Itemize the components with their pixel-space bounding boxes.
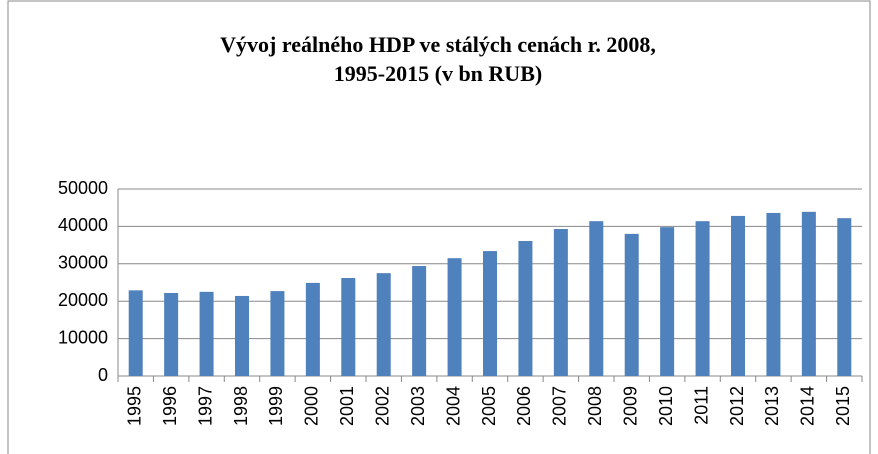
x-tick-label: 1995 (124, 386, 144, 426)
y-tick-label: 20000 (58, 290, 108, 310)
x-tick-label: 2015 (833, 386, 853, 426)
bar (376, 273, 391, 376)
bar (837, 218, 852, 376)
x-tick-label: 1997 (195, 386, 215, 426)
bar (270, 291, 285, 376)
bar (589, 221, 604, 376)
bar (801, 211, 816, 376)
x-tick-label: 2000 (302, 386, 322, 426)
x-tick-label: 2005 (479, 386, 499, 426)
bar (412, 266, 427, 376)
bar (447, 258, 462, 376)
x-tick-label: 1999 (266, 386, 286, 426)
y-tick-label: 0 (98, 365, 108, 385)
chart-border (7, 0, 871, 454)
bar (341, 278, 356, 376)
y-tick-label: 30000 (58, 253, 108, 273)
chart-title: 1995-2015 (v bn RUB) (334, 61, 542, 86)
bar (483, 251, 497, 376)
bar (199, 291, 214, 376)
bar (766, 212, 781, 376)
x-tick-label: 1996 (160, 386, 180, 426)
y-tick-label: 10000 (58, 327, 108, 347)
y-tick-label: 40000 (58, 215, 108, 235)
x-tick-label: 2006 (514, 386, 534, 426)
x-tick-label: 2008 (585, 386, 605, 426)
x-tick-label: 1998 (231, 386, 251, 426)
bar (731, 215, 745, 376)
chart-title: Vývoj reálného HDP ve stálých cenách r. … (220, 32, 656, 57)
x-tick-label: 2004 (443, 386, 463, 426)
x-tick-label: 2001 (337, 386, 357, 426)
bar (128, 290, 143, 376)
bar (660, 227, 675, 376)
x-tick-label: 2003 (408, 386, 428, 426)
x-tick-label: 2010 (656, 386, 676, 426)
x-tick-label: 2011 (691, 386, 711, 425)
x-tick-label: 2013 (762, 386, 782, 426)
bar (305, 282, 320, 376)
bar (518, 240, 533, 376)
bar (624, 233, 639, 376)
bar (695, 221, 710, 376)
x-tick-label: 2014 (798, 386, 818, 426)
x-tick-label: 2002 (372, 386, 392, 426)
x-tick-label: 2007 (550, 386, 570, 426)
bar (164, 292, 179, 376)
y-tick-label: 50000 (58, 178, 108, 198)
bar (235, 295, 249, 376)
x-tick-label: 2012 (727, 386, 747, 426)
bar (553, 229, 568, 376)
x-tick-label: 2009 (620, 386, 640, 426)
